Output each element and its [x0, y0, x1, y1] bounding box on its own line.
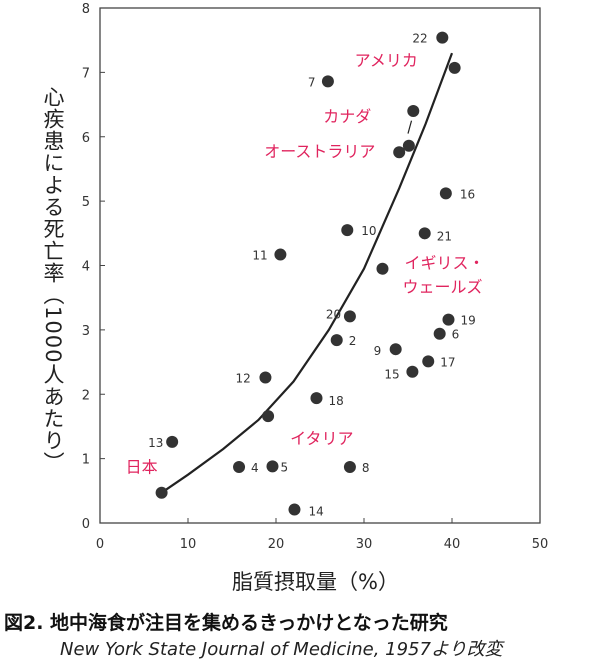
point-number-label: 2: [349, 334, 357, 348]
data-point: [343, 460, 356, 473]
point-number-label: 12: [235, 372, 250, 386]
y-tick-label: 8: [82, 2, 90, 17]
point-number-label: 18: [328, 394, 343, 408]
data-point: [288, 503, 301, 516]
country-label: 日本: [126, 458, 158, 477]
y-tick-label: 5: [82, 195, 90, 210]
data-point: [259, 371, 272, 384]
x-tick-label: 30: [356, 537, 373, 552]
trend-curve: [160, 52, 454, 494]
figure-caption-title: 図2. 地中海食が注目を集めるきっかけとなった研究: [4, 612, 448, 634]
data-point: [330, 334, 343, 347]
country-label: イタリア: [290, 429, 353, 448]
y-tick-label: 7: [82, 66, 90, 81]
point-number-label: 17: [440, 355, 455, 369]
figure-caption-source: New York State Journal of Medicine, 1957…: [60, 639, 503, 660]
point-number-label: 13: [148, 436, 163, 450]
data-point: [166, 435, 179, 448]
data-point: [407, 105, 420, 117]
x-tick-label: 50: [532, 537, 549, 552]
data-point: [310, 392, 323, 405]
data-point: [422, 355, 435, 368]
x-tick-label: 10: [180, 537, 197, 552]
y-tick-label: 4: [82, 260, 90, 275]
y-axis-label: 心疾患による死亡率（1000人あたり）: [41, 86, 65, 474]
point-label-uk-line1: イギリス・: [404, 254, 484, 273]
point-number-label: 8: [362, 461, 370, 475]
point-number-label: 21: [437, 229, 452, 243]
point-number-label: 4: [251, 461, 259, 475]
point-number-label: 7: [308, 75, 316, 89]
data-point: [233, 460, 246, 473]
point-number-label: 14: [308, 504, 323, 518]
data-point: [341, 224, 354, 237]
x-tick-label: 0: [96, 537, 104, 552]
data-point: [448, 61, 461, 74]
point-number-label: 20: [326, 307, 341, 321]
data-point: [418, 227, 431, 240]
country-label: アメリカ: [355, 51, 418, 70]
data-point: [376, 262, 389, 275]
point-number-label: 5: [280, 460, 288, 474]
point-label-uk-line2: ウェールズ: [402, 278, 482, 297]
data-point: [266, 460, 279, 473]
y-tick-label: 1: [82, 453, 90, 468]
data-point: [406, 365, 419, 378]
data-point: [274, 248, 287, 261]
y-tick-label: 0: [82, 517, 90, 532]
x-tick-label: 20: [268, 537, 285, 552]
x-tick-label: 40: [444, 537, 461, 552]
point-number-label: 22: [412, 32, 427, 46]
country-label: カナダ: [323, 107, 371, 126]
data-point: [436, 31, 449, 44]
data-point: [343, 310, 356, 323]
point-number-label: 16: [460, 187, 475, 201]
point-number-label: 10: [361, 224, 376, 238]
data-point: [442, 313, 455, 326]
y-tick-label: 6: [82, 131, 90, 146]
data-point: [439, 187, 452, 200]
y-tick-label: 2: [82, 388, 90, 403]
data-point: [433, 327, 446, 340]
point-number-label: 11: [252, 249, 267, 263]
point-number-label: 19: [460, 314, 475, 328]
data-point: [389, 343, 402, 356]
country-label: オーストラリア: [264, 142, 375, 161]
data-point: [393, 146, 406, 159]
point-number-label: 6: [452, 328, 460, 342]
data-point: [402, 139, 415, 152]
point-number-label: 9: [374, 344, 382, 358]
pointer-tick: [407, 120, 413, 134]
data-point: [321, 75, 334, 88]
data-point: [155, 486, 168, 499]
y-tick-label: 3: [82, 324, 90, 339]
x-axis-label: 脂質摂取量（%）: [232, 570, 399, 594]
point-number-label: 15: [384, 368, 399, 382]
data-point: [262, 410, 275, 423]
